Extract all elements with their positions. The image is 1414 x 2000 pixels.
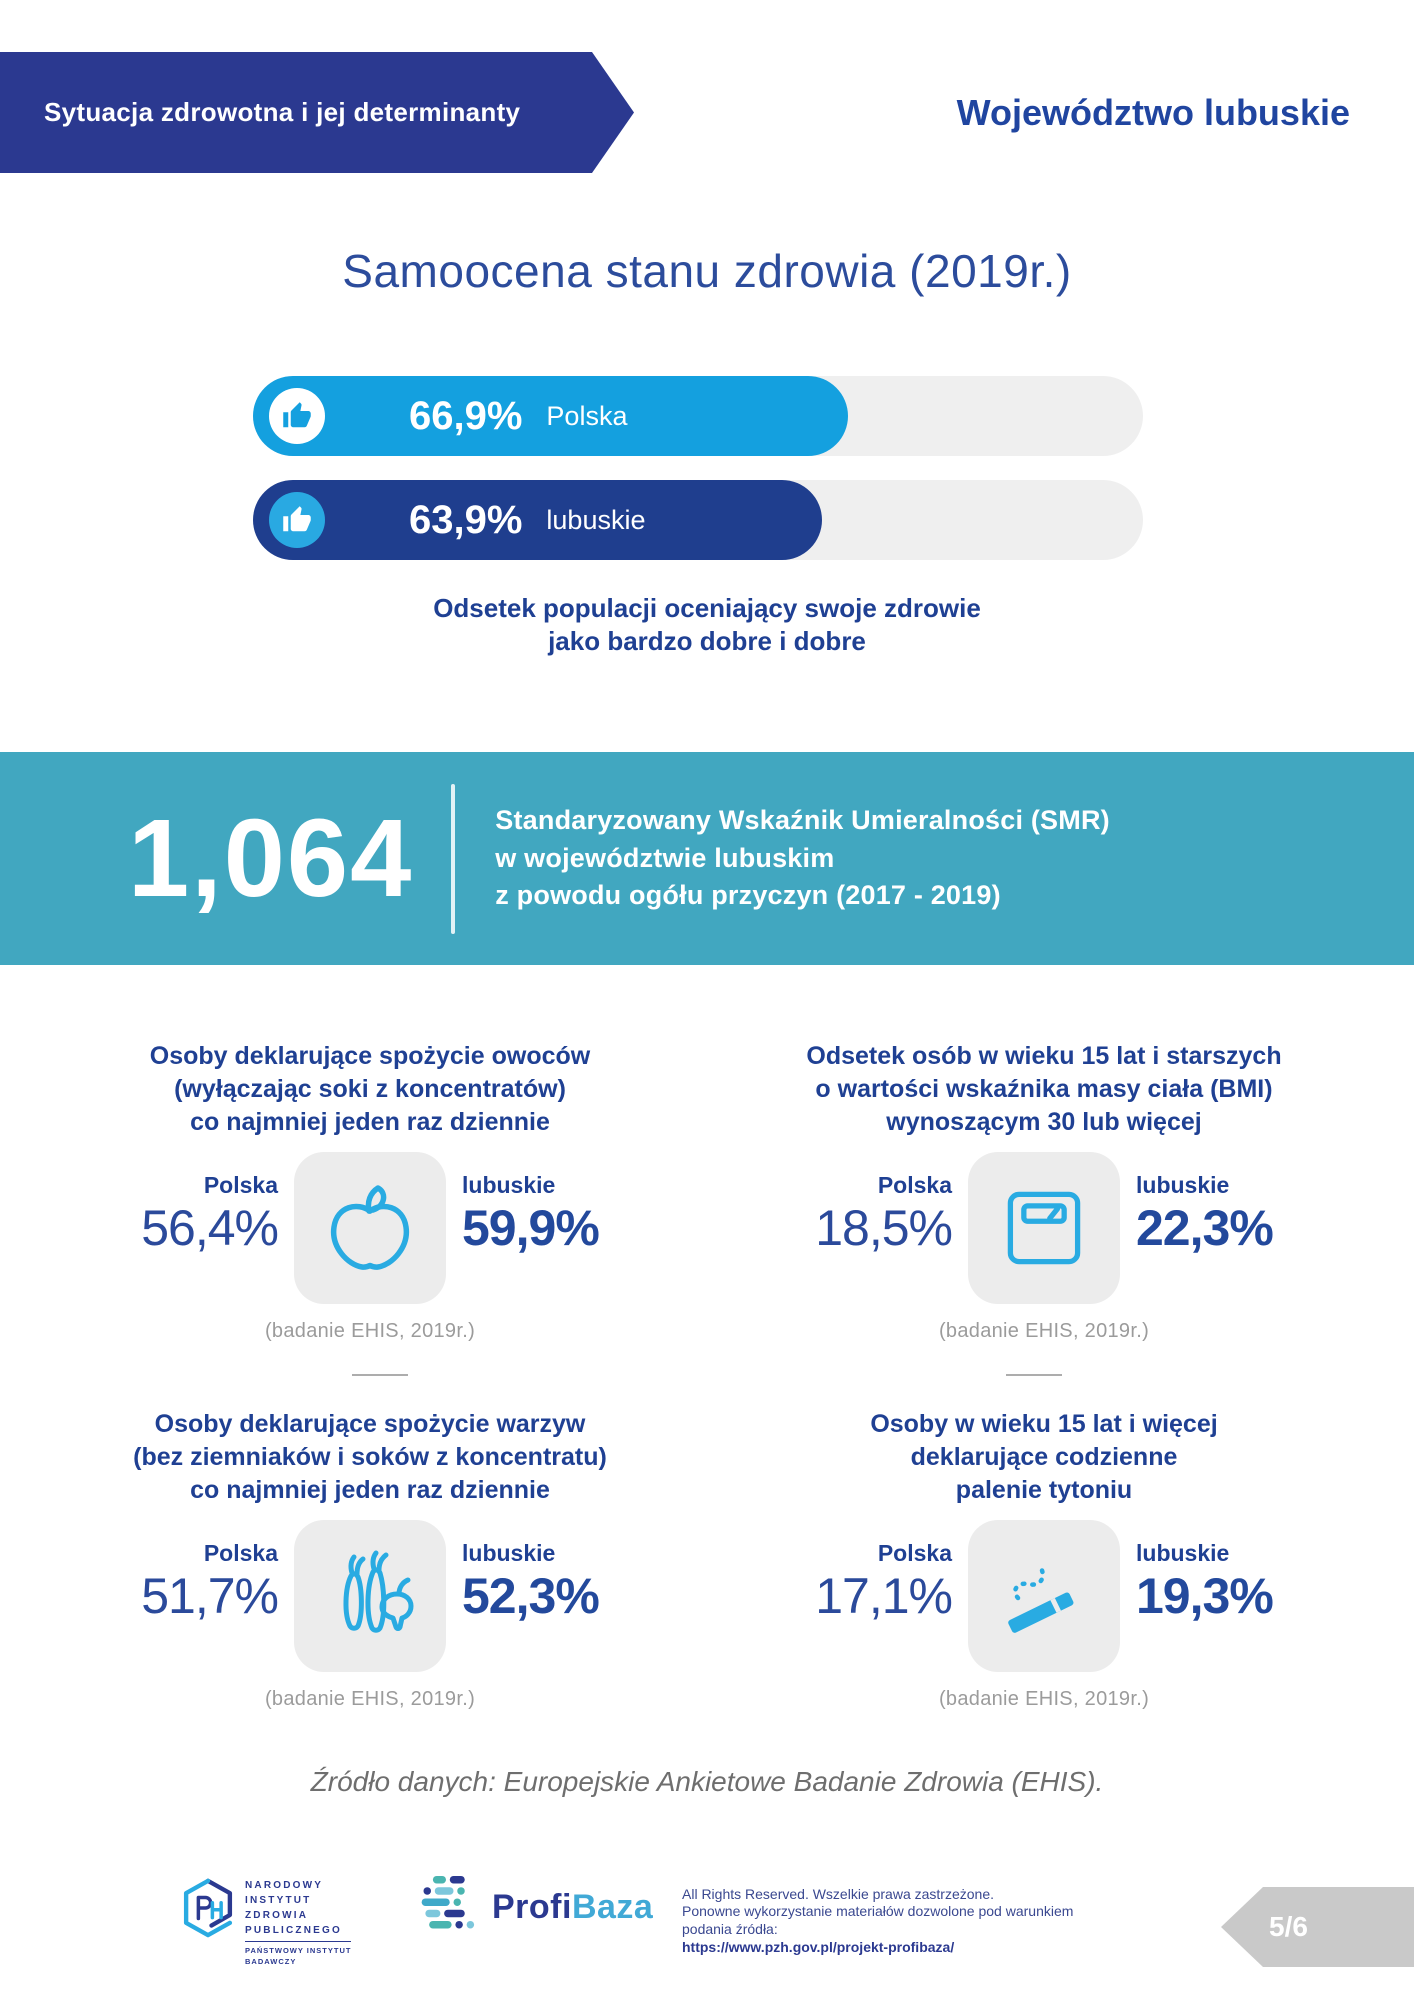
lubuskie-value: 59,9% (462, 1200, 600, 1256)
page-number: 5/6 (1269, 1911, 1308, 1942)
profibaza-wordmark: ProfiBaza (492, 1888, 654, 1926)
stat-caption: (badanie EHIS, 2019r.) (264, 1688, 476, 1710)
stat-caption: (badanie EHIS, 2019r.) (938, 1320, 1150, 1342)
smr-value: 1,064 (128, 796, 414, 920)
stat-block-bmi: Odsetek osób w wieku 15 lat i starszych … (764, 1040, 1324, 1343)
bar-fill-lubuskie: 63,9% lubuskie (253, 480, 822, 560)
polska-value: 17,1% (815, 1568, 953, 1624)
lubuskie-label: lubuskie (1136, 1172, 1230, 1198)
stat-title: Odsetek osób w wieku 15 lat i starszych … (806, 1042, 1282, 1136)
bar-label: lubuskie (546, 504, 646, 535)
stat-block-smoking: Osoby w wieku 15 lat i więcej deklarując… (764, 1408, 1324, 1711)
vegetables-icon (294, 1520, 446, 1672)
source-note: Źródło danych: Europejskie Ankietowe Bad… (310, 1766, 1104, 1797)
divider-line (352, 1374, 408, 1376)
bars-caption: Odsetek populacji oceniający swoje zdrow… (433, 593, 981, 657)
polska-label: Polska (203, 1540, 278, 1566)
stat-title: Osoby deklarujące spożycie warzyw (bez z… (133, 1410, 607, 1504)
pzh-logo-text: NARODOWY INSTYTUT ZDROWIA PUBLICZNEGO PA… (245, 1880, 352, 1967)
lubuskie-value: 22,3% (1136, 1200, 1274, 1256)
profibaza-logo: ProfiBaza (416, 1874, 653, 1941)
stat-caption: (badanie EHIS, 2019r.) (264, 1320, 476, 1342)
bar-track-lubuskie: 63,9% lubuskie (253, 480, 1143, 560)
pzh-logo-icon (180, 1876, 236, 1968)
polska-label: Polska (877, 1172, 952, 1198)
polska-value: 51,7% (141, 1568, 279, 1624)
stat-title: Osoby deklarujące spożycie owoców (wyłąc… (149, 1042, 591, 1136)
footer: NARODOWY INSTYTUT ZDROWIA PUBLICZNEGO PA… (0, 1872, 1414, 1972)
health-bars: 66,9% Polska 63,9% lubuskie (253, 376, 1143, 584)
thumbs-up-icon (269, 388, 325, 444)
polska-label: Polska (203, 1172, 278, 1198)
lubuskie-value: 52,3% (462, 1568, 600, 1624)
section-banner: Sytuacja zdrowotna i jej determinanty (0, 52, 634, 173)
pzh-logo: NARODOWY INSTYTUT ZDROWIA PUBLICZNEGO PA… (180, 1876, 352, 1968)
rights-text: All Rights Reserved. Wszelkie prawa zast… (682, 1886, 1074, 1956)
bar-label: Polska (546, 400, 628, 431)
lubuskie-label: lubuskie (462, 1172, 556, 1198)
scale-icon (968, 1152, 1120, 1304)
apple-icon (294, 1152, 446, 1304)
stat-block-vegetables: Osoby deklarujące spożycie warzyw (bez z… (90, 1408, 650, 1711)
lubuskie-label: lubuskie (1136, 1540, 1230, 1566)
lubuskie-label: lubuskie (462, 1540, 556, 1566)
profibaza-dots-icon (416, 1874, 476, 1941)
polska-value: 18,5% (815, 1200, 953, 1256)
separator-line (451, 783, 456, 934)
smr-band: 1,064 Standaryzowany Wskaźnik Umieralnoś… (0, 752, 1414, 965)
page-tab: 5/6 (1221, 1887, 1414, 1967)
bar-fill-polska: 66,9% Polska (253, 376, 849, 456)
stat-title: Osoby w wieku 15 lat i więcej deklarując… (870, 1410, 1218, 1504)
stat-caption: (badanie EHIS, 2019r.) (938, 1688, 1150, 1710)
profibaza-link[interactable]: https://www.pzh.gov.pl/projekt-profibaza… (682, 1939, 955, 1956)
bar-value: 66,9% (409, 393, 523, 438)
bar-value: 63,9% (409, 497, 523, 542)
polska-label: Polska (877, 1540, 952, 1566)
page-title: Samoocena stanu zdrowia (2019r.) (342, 245, 1072, 297)
smr-description: Standaryzowany Wskaźnik Umieralności (SM… (495, 804, 1110, 911)
banner-label: Sytuacja zdrowotna i jej determinanty (44, 97, 521, 127)
polska-value: 56,4% (141, 1200, 279, 1256)
bar-track-polska: 66,9% Polska (253, 376, 1143, 456)
lubuskie-value: 19,3% (1136, 1568, 1274, 1624)
stat-block-fruit: Osoby deklarujące spożycie owoców (wyłąc… (90, 1040, 650, 1343)
region-title: Województwo lubuskie (956, 92, 1350, 133)
thumbs-up-icon (269, 492, 325, 548)
cigarette-icon (968, 1520, 1120, 1672)
divider-line (1006, 1374, 1062, 1376)
